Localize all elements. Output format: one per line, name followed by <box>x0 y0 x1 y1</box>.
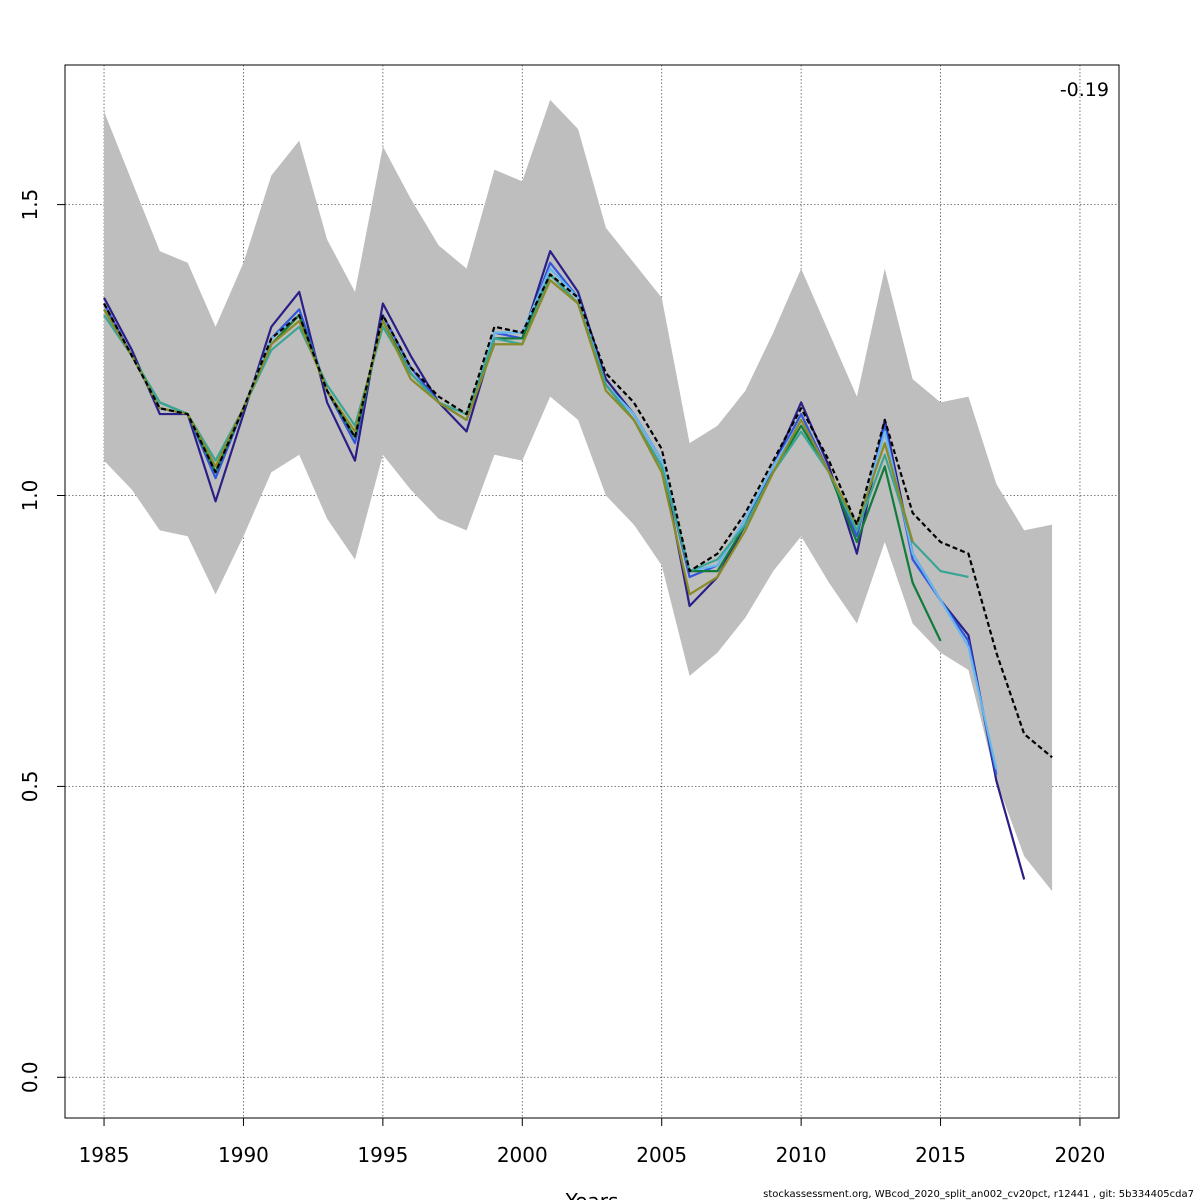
confidence-band-layer <box>104 99 1053 892</box>
x-tick-label: 1990 <box>218 1143 269 1167</box>
y-tick-label: 0.0 <box>18 1061 42 1093</box>
confidence-band <box>104 99 1053 892</box>
footer-caption: stockassessment.org, WBcod_2020_split_an… <box>763 1189 1194 1200</box>
x-tick-label: 2000 <box>497 1143 548 1167</box>
x-tick-label: 2015 <box>915 1143 966 1167</box>
x-tick-label: 2010 <box>776 1143 827 1167</box>
y-tick-label: 1.5 <box>18 189 42 221</box>
x-tick-label: 1985 <box>79 1143 130 1167</box>
x-tick-label: 1995 <box>357 1143 408 1167</box>
axes: 1985 1990 1995 2000 2005 2010 2015 2020 0.0 0.5 1.… <box>18 189 1105 1167</box>
annotation-value: -0.19 <box>1060 79 1109 101</box>
y-tick-label: 0.5 <box>18 770 42 802</box>
y-tick-label: 1.0 <box>18 480 42 512</box>
x-tick-label: 2005 <box>636 1143 687 1167</box>
x-tick-label: 2020 <box>1055 1143 1106 1167</box>
series-line-dashed <box>103 273 1053 759</box>
series-line-6 <box>103 279 914 596</box>
x-axis-title: Years <box>565 1189 619 1200</box>
series-lines-layer <box>103 250 1053 880</box>
